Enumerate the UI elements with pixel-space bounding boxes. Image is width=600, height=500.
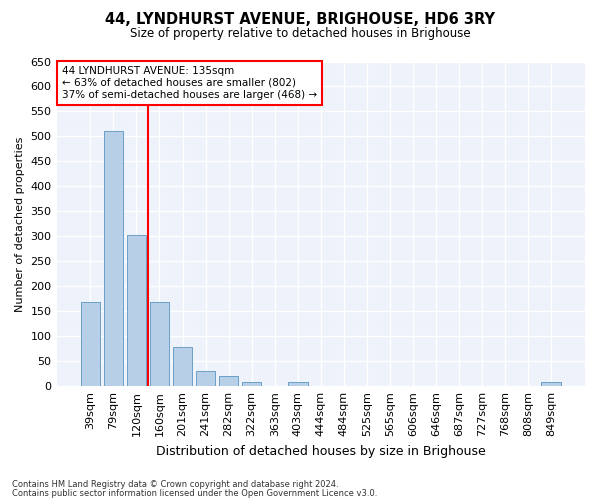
Text: Contains public sector information licensed under the Open Government Licence v3: Contains public sector information licen… <box>12 488 377 498</box>
Bar <box>127 236 146 386</box>
Bar <box>541 382 561 386</box>
Text: Contains HM Land Registry data © Crown copyright and database right 2024.: Contains HM Land Registry data © Crown c… <box>12 480 338 489</box>
Text: 44, LYNDHURST AVENUE, BRIGHOUSE, HD6 3RY: 44, LYNDHURST AVENUE, BRIGHOUSE, HD6 3RY <box>105 12 495 28</box>
Bar <box>173 347 193 386</box>
Bar <box>80 302 100 386</box>
X-axis label: Distribution of detached houses by size in Brighouse: Distribution of detached houses by size … <box>156 444 485 458</box>
Bar <box>149 302 169 386</box>
Text: Size of property relative to detached houses in Brighouse: Size of property relative to detached ho… <box>130 28 470 40</box>
Bar <box>196 371 215 386</box>
Bar <box>104 132 123 386</box>
Bar <box>242 382 262 386</box>
Y-axis label: Number of detached properties: Number of detached properties <box>15 136 25 312</box>
Bar <box>288 382 308 386</box>
Bar <box>219 376 238 386</box>
Text: 44 LYNDHURST AVENUE: 135sqm
← 63% of detached houses are smaller (802)
37% of se: 44 LYNDHURST AVENUE: 135sqm ← 63% of det… <box>62 66 317 100</box>
